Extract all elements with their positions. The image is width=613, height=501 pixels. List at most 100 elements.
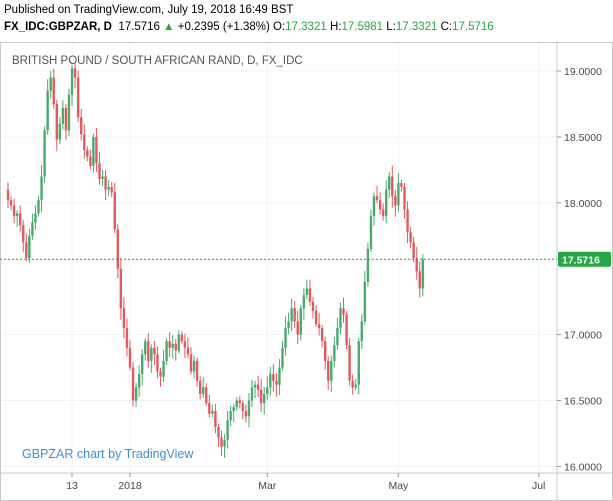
candle xyxy=(342,297,345,323)
candle xyxy=(25,233,28,262)
candle xyxy=(49,71,52,99)
candle-body xyxy=(104,176,107,190)
candle-body xyxy=(49,77,52,91)
candle xyxy=(400,179,403,192)
candle xyxy=(134,382,138,407)
open-label: O: xyxy=(273,21,286,33)
candle xyxy=(372,192,376,226)
time-axis[interactable]: 13 2018 Mar May Jul xyxy=(66,473,545,492)
candle xyxy=(177,330,180,354)
candle-body xyxy=(202,387,205,394)
candle-body xyxy=(144,341,147,355)
candle xyxy=(211,404,214,418)
candle xyxy=(223,434,226,458)
candle-body xyxy=(381,209,385,216)
candle xyxy=(220,430,223,457)
candle-body xyxy=(330,360,333,381)
candle-body xyxy=(272,374,275,381)
candle xyxy=(409,226,412,249)
candle-body xyxy=(22,225,25,243)
candle xyxy=(333,336,336,368)
candles xyxy=(6,63,424,458)
candle xyxy=(131,361,135,407)
candle-body xyxy=(107,186,110,190)
high-label: H: xyxy=(329,21,342,33)
candle-body xyxy=(220,437,223,447)
price-chart[interactable]: 19.0000 18.5000 18.0000 17.0000 16.5000 16.00… xyxy=(0,42,613,501)
candle xyxy=(229,405,232,427)
candle xyxy=(70,64,74,106)
candle-body xyxy=(241,403,245,412)
candle xyxy=(95,127,98,172)
candle-body xyxy=(229,411,232,421)
candle-body xyxy=(296,321,299,335)
price-axis[interactable]: 19.0000 18.5000 18.0000 17.0000 16.5000 16.00… xyxy=(557,66,602,473)
candle xyxy=(214,404,217,434)
candle xyxy=(263,387,266,415)
candle xyxy=(299,305,302,341)
y-tick-label: 16.0000 xyxy=(564,461,602,473)
candle xyxy=(165,338,168,366)
candle xyxy=(183,333,187,359)
candle xyxy=(330,355,333,392)
candle xyxy=(247,392,251,428)
close-label: C: xyxy=(440,21,453,33)
candle-body xyxy=(186,347,190,355)
candle-body xyxy=(15,213,19,216)
candle xyxy=(351,374,354,395)
candle-body xyxy=(317,324,321,329)
candle-body xyxy=(263,393,266,404)
candle xyxy=(348,338,351,386)
candle-body xyxy=(55,103,58,140)
candle xyxy=(125,318,129,357)
candle-body xyxy=(70,68,74,95)
candle-body xyxy=(113,192,116,230)
candle xyxy=(192,355,196,379)
candle-body xyxy=(415,258,418,272)
candle-body xyxy=(150,347,153,361)
candle-body xyxy=(80,117,83,135)
candle xyxy=(174,339,177,361)
candle-body xyxy=(366,248,370,282)
candle-body xyxy=(305,288,309,296)
last-price-label: 17.5716 xyxy=(562,254,600,266)
candle xyxy=(302,288,306,321)
candle xyxy=(156,346,159,379)
candle xyxy=(195,357,199,387)
candle xyxy=(406,201,409,244)
y-tick-label: 18.0000 xyxy=(564,198,602,210)
candle xyxy=(189,347,193,375)
candle-body xyxy=(141,354,144,375)
candle-body xyxy=(412,242,415,259)
candle-body xyxy=(324,341,327,361)
candle-body xyxy=(226,420,229,441)
candle xyxy=(122,297,126,339)
candle xyxy=(385,180,388,224)
candle-body xyxy=(360,321,363,342)
candle xyxy=(317,312,321,336)
candle xyxy=(391,165,394,208)
candle-body xyxy=(12,205,16,216)
candle xyxy=(378,192,382,215)
symbol-label: FX_IDC:GBPZAR, D xyxy=(4,21,112,33)
candle-body xyxy=(25,242,28,259)
candle xyxy=(241,400,245,420)
candle-body xyxy=(345,314,348,346)
candle xyxy=(159,367,162,387)
candle-body xyxy=(58,123,62,140)
candle xyxy=(150,344,153,373)
candle-body xyxy=(61,107,65,124)
candle xyxy=(86,146,89,162)
candle-body xyxy=(250,387,254,401)
ohlc-line: FX_IDC:GBPZAR, D 17.5716 ▲ +0.2395 (+1.3… xyxy=(4,21,494,33)
candle xyxy=(113,182,116,234)
candle xyxy=(308,279,312,306)
candle xyxy=(269,366,272,397)
candle xyxy=(293,300,296,329)
candle-body xyxy=(116,229,119,269)
candle xyxy=(345,311,348,350)
candle-body xyxy=(147,341,150,361)
candle xyxy=(73,63,77,89)
candle-body xyxy=(125,328,129,348)
last-value: 17.5716 xyxy=(118,21,160,33)
